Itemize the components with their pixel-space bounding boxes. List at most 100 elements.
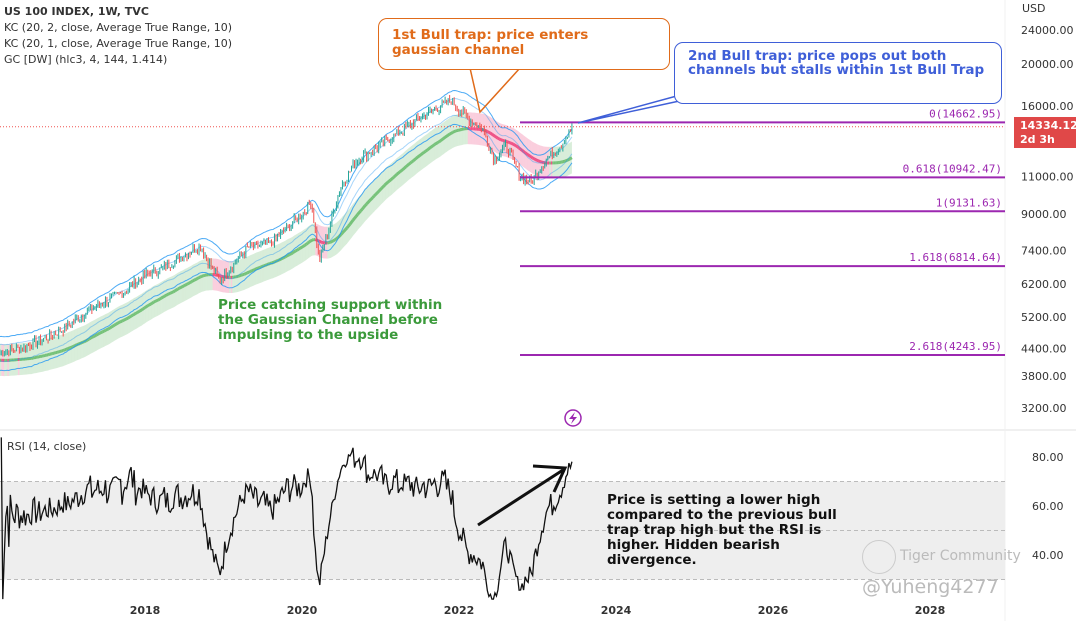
- gaussian-channel-filter: [288, 252, 292, 256]
- gaussian-channel-filter: [521, 149, 525, 153]
- annotation-bull-trap-1: 1st Bull trap: price enters gaussian cha…: [392, 27, 589, 58]
- annotation-box-bull-trap-1[interactable]: [378, 18, 670, 70]
- gaussian-channel-filter: [151, 300, 155, 305]
- gaussian-channel-filter: [527, 153, 531, 158]
- gaussian-channel-filter: [122, 318, 126, 322]
- gaussian-channel-filter: [495, 136, 499, 140]
- gaussian-channel-filter: [294, 248, 298, 253]
- gaussian-channel-filter: [364, 202, 368, 207]
- indicator-kc-2[interactable]: KC (20, 2, close, Average True Range, 10…: [4, 21, 233, 34]
- gaussian-channel-filter: [124, 317, 128, 321]
- annotation-box-bull-trap-2[interactable]: [674, 42, 1002, 104]
- gaussian-channel-filter: [67, 346, 70, 351]
- gaussian-channel-filter: [335, 236, 339, 241]
- gaussian-channel-filter: [524, 151, 528, 156]
- gaussian-channel-filter: [489, 131, 493, 136]
- gaussian-channel-filter: [131, 312, 135, 317]
- rsi-tick: 80.00: [1032, 451, 1064, 464]
- gaussian-channel-filter: [174, 288, 178, 293]
- gaussian-channel-filter: [424, 149, 428, 153]
- time-tick: 2020: [287, 604, 318, 617]
- gaussian-channel-filter: [118, 320, 122, 324]
- gaussian-channel-filter: [391, 176, 395, 180]
- gaussian-channel-filter: [163, 294, 167, 298]
- gaussian-channel-filter: [293, 249, 297, 254]
- time-tick: 2026: [758, 604, 789, 617]
- gaussian-channel-filter: [97, 332, 101, 336]
- gaussian-channel-filter: [510, 142, 514, 146]
- gaussian-channel-filter: [260, 265, 264, 269]
- gaussian-channel-filter: [453, 129, 457, 133]
- gaussian-channel-filter: [104, 328, 108, 332]
- gaussian-channel-filter: [565, 158, 568, 163]
- gaussian-channel-filter: [101, 329, 105, 334]
- symbol-title: US 100 INDEX, 1W, TVC: [4, 5, 149, 18]
- gaussian-channel-filter: [137, 309, 141, 313]
- gaussian-channel-filter: [383, 182, 388, 187]
- gaussian-channel-filter: [106, 327, 110, 331]
- gaussian-channel-filter: [168, 291, 171, 296]
- gaussian-channel-filter: [245, 271, 248, 275]
- gaussian-channel-filter: [113, 322, 117, 327]
- gaussian-channel-filter: [65, 347, 69, 351]
- gaussian-channel-filter: [171, 290, 174, 294]
- gaussian-channel-filter: [494, 135, 498, 139]
- gaussian-channel-filter: [404, 164, 409, 168]
- gaussian-channel-filter: [47, 352, 51, 357]
- gaussian-channel-filter: [528, 154, 533, 159]
- gaussian-channel-filter: [199, 274, 203, 279]
- price-tick: 7400.00: [1021, 245, 1067, 258]
- price-tick: 6200.00: [1021, 278, 1067, 291]
- gaussian-channel-filter: [110, 324, 114, 329]
- indicator-gc[interactable]: GC [DW] (hlc3, 4, 144, 1.414): [4, 53, 168, 66]
- gaussian-channel-filter: [379, 187, 383, 191]
- gaussian-channel-filter: [186, 282, 190, 286]
- gaussian-channel-filter: [254, 267, 258, 271]
- gaussian-channel-filter: [149, 301, 154, 306]
- gaussian-channel-filter: [491, 132, 495, 137]
- price-tick: 16000.00: [1021, 100, 1074, 113]
- gaussian-channel-filter: [413, 156, 418, 161]
- gaussian-channel-filter: [94, 333, 98, 338]
- gaussian-channel-filter: [533, 157, 537, 161]
- lightning-event-icon[interactable]: [564, 409, 582, 427]
- gaussian-channel-filter: [360, 206, 365, 211]
- gaussian-channel-filter: [498, 137, 502, 142]
- gaussian-channel-filter: [300, 245, 305, 249]
- gaussian-channel-filter: [183, 283, 187, 288]
- rsi-tick: 60.00: [1032, 500, 1064, 513]
- gaussian-channel-filter: [56, 350, 60, 354]
- gaussian-channel-filter: [103, 328, 107, 333]
- gaussian-channel-filter: [439, 138, 444, 142]
- gaussian-channel-filter: [426, 147, 430, 152]
- time-tick: 2018: [130, 604, 161, 617]
- gaussian-channel-filter: [127, 315, 131, 320]
- gaussian-channel-filter: [334, 237, 338, 242]
- gaussian-channel-filter: [353, 215, 358, 220]
- gaussian-channel-filter: [522, 150, 526, 154]
- fib-level-label: 0.618(10942.47): [903, 162, 1002, 175]
- gaussian-channel-filter: [420, 152, 424, 156]
- gaussian-channel-filter: [285, 253, 289, 258]
- gaussian-channel-filter: [568, 157, 572, 161]
- gaussian-channel-filter: [348, 221, 353, 226]
- gaussian-channel-filter: [154, 299, 158, 303]
- gaussian-channel-filter: [252, 268, 256, 272]
- gaussian-channel-filter: [442, 136, 447, 140]
- gaussian-channel-filter: [115, 322, 119, 326]
- price-tick: 3200.00: [1021, 402, 1067, 415]
- indicator-kc-1[interactable]: KC (20, 1, close, Average True Range, 10…: [4, 37, 233, 50]
- gaussian-channel-filter: [432, 143, 436, 147]
- gaussian-channel-filter: [153, 299, 156, 304]
- rsi-legend[interactable]: RSI (14, close): [7, 440, 87, 453]
- gaussian-channel-filter: [160, 295, 164, 300]
- gaussian-channel-filter: [395, 171, 400, 176]
- gaussian-channel-filter: [263, 263, 266, 268]
- gaussian-channel-filter: [436, 140, 440, 144]
- gaussian-channel-filter: [525, 152, 530, 157]
- gaussian-channel-filter: [488, 131, 492, 135]
- gaussian-channel-filter: [500, 138, 503, 142]
- gaussian-channel-filter: [354, 213, 359, 218]
- gaussian-channel-filter: [243, 272, 247, 276]
